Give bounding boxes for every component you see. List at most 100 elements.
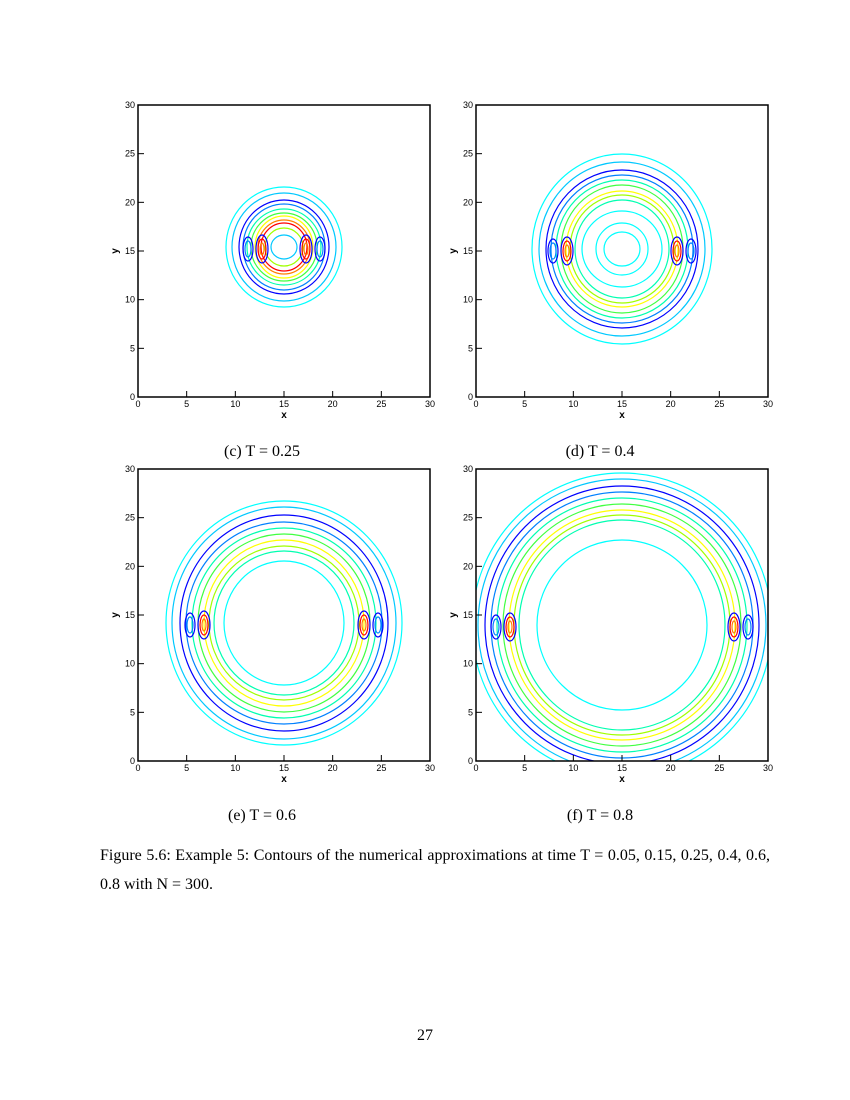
x-tick-label: 10 (568, 399, 578, 409)
x-tick-label: 15 (617, 763, 627, 773)
x-axis-label: x (619, 774, 625, 785)
y-axis-label: y (110, 248, 121, 254)
contour-line (536, 539, 708, 711)
x-tick-label: 30 (763, 763, 773, 773)
contour-line (303, 242, 309, 256)
contour-line (518, 519, 726, 731)
x-tick-label: 20 (666, 399, 676, 409)
page-number: 27 (417, 1027, 433, 1044)
x-tick-label: 30 (763, 399, 773, 409)
plot-panel: 0 5 10 15 20 25 30 0 5 10 15 20 25 30 x y (c) T = 0.25 (110, 100, 435, 460)
contour-line (203, 539, 365, 707)
contour-line (199, 614, 209, 636)
contour-line (550, 174, 694, 324)
y-tick-label: 0 (130, 756, 135, 766)
contour-line (505, 616, 515, 638)
x-tick-label: 25 (376, 763, 386, 773)
x-tick-label: 5 (522, 399, 527, 409)
contour-line (171, 506, 397, 740)
contour-line (254, 215, 314, 279)
contour-line (359, 614, 369, 636)
x-tick-label: 30 (425, 763, 435, 773)
x-axis-label: x (281, 410, 287, 421)
contour-line (225, 186, 343, 308)
x-tick-label: 0 (473, 763, 478, 773)
contour-line (191, 527, 377, 719)
y-tick-label: 5 (130, 343, 135, 353)
contour-line (361, 618, 367, 632)
contour-line (508, 509, 736, 741)
x-tick-label: 20 (666, 763, 676, 773)
y-tick-label: 5 (468, 343, 473, 353)
x-tick-label: 15 (279, 763, 289, 773)
x-tick-label: 20 (328, 399, 338, 409)
contour-line (742, 614, 754, 640)
contour-line (185, 521, 383, 725)
contour-line (507, 620, 513, 634)
x-tick-label: 0 (473, 399, 478, 409)
contour-line (744, 618, 752, 636)
contour-line (484, 485, 760, 761)
x-tick-label: 0 (135, 763, 140, 773)
contour-line (264, 227, 304, 267)
y-tick-label: 10 (463, 659, 473, 669)
contour-line (513, 514, 731, 736)
contour-line (560, 236, 574, 266)
contour-line (565, 190, 679, 308)
y-tick-label: 0 (130, 392, 135, 402)
contour-line (496, 497, 748, 753)
y-tick-label: 30 (125, 464, 135, 474)
contour-line (538, 161, 706, 337)
contour-line (560, 184, 684, 314)
contour-line (564, 244, 570, 258)
contour-line (476, 472, 768, 761)
y-tick-label: 15 (463, 610, 473, 620)
y-tick-label: 25 (463, 149, 473, 159)
contour-line (197, 610, 211, 640)
contour-line (685, 238, 697, 264)
contour-line (477, 478, 767, 761)
contour-line (316, 240, 324, 258)
y-tick-label: 15 (125, 246, 135, 256)
contour-line (674, 244, 680, 258)
contour-line (270, 234, 298, 260)
contour-line (687, 242, 695, 260)
plot-panel: 0 5 10 15 20 25 30 0 5 10 15 20 25 30 x y (d) T = 0.4 (448, 100, 773, 460)
contour-line (562, 240, 572, 262)
contour-line (595, 222, 649, 276)
contour-line (208, 545, 360, 701)
plot-panel: 0 5 10 15 20 25 30 0 5 10 15 20 25 30 x y (e) T = 0.6 (110, 464, 435, 824)
contour-line (259, 242, 265, 256)
plot-panel: 0 5 10 15 20 25 30 0 5 10 15 20 25 30 x y (f) T = 0.8 (448, 464, 773, 824)
x-tick-label: 10 (230, 399, 240, 409)
contour-line (223, 560, 345, 686)
y-tick-label: 20 (463, 561, 473, 571)
y-axis-label: y (448, 612, 459, 618)
contour-line (555, 179, 689, 319)
x-tick-label: 0 (135, 399, 140, 409)
contour-line (201, 618, 207, 632)
contour-line (165, 500, 403, 746)
x-tick-label: 10 (568, 763, 578, 773)
x-tick-label: 15 (279, 399, 289, 409)
contour-line (545, 169, 699, 329)
y-axis-label: y (448, 248, 459, 254)
panel-caption: (e) T = 0.6 (228, 807, 296, 824)
contour-line (179, 514, 389, 732)
y-tick-label: 10 (125, 295, 135, 305)
y-tick-label: 25 (125, 149, 135, 159)
y-tick-label: 5 (468, 707, 473, 717)
x-tick-label: 25 (376, 399, 386, 409)
contour-line (213, 550, 355, 696)
contour-line (670, 236, 684, 266)
x-tick-label: 5 (522, 763, 527, 773)
x-tick-label: 30 (425, 399, 435, 409)
y-tick-label: 20 (125, 561, 135, 571)
contour-line (357, 610, 371, 640)
contours (225, 186, 343, 308)
plot-frame (137, 468, 431, 762)
y-tick-label: 5 (130, 707, 135, 717)
x-tick-label: 25 (714, 399, 724, 409)
